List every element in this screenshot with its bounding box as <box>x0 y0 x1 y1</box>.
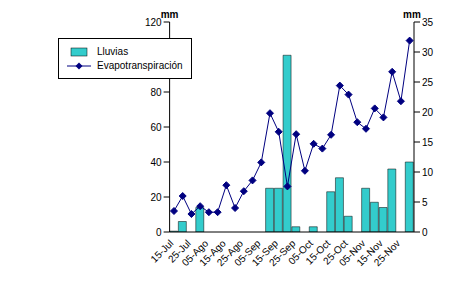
svg-text:120: 120 <box>145 17 162 28</box>
svg-text:25-Oct: 25-Oct <box>321 237 350 267</box>
html-text:Evapotranspiración: Evapotranspiración <box>97 60 183 71</box>
svg-text:20: 20 <box>150 192 162 203</box>
svg-text:5: 5 <box>422 197 428 208</box>
svg-text:mm: mm <box>161 9 179 20</box>
svg-text:25-Nov: 25-Nov <box>372 238 403 269</box>
svg-text:05-Ago: 05-Ago <box>179 237 211 269</box>
svg-text:15-Nov: 15-Nov <box>354 237 385 269</box>
svg-text:25: 25 <box>422 77 434 88</box>
svg-text:15-Jul: 15-Jul <box>148 237 176 265</box>
svg-text:100: 100 <box>145 52 162 63</box>
svg-text:15-Oct: 15-Oct <box>303 237 333 267</box>
svg-text:35: 35 <box>422 17 434 28</box>
svg-text:80: 80 <box>150 87 162 98</box>
svg-text:05-Nov: 05-Nov <box>336 237 368 269</box>
svg-text:25-Jul: 25-Jul <box>165 237 193 265</box>
svg-text:mm: mm <box>403 9 421 20</box>
svg-text:0: 0 <box>422 227 428 238</box>
svg-text:20: 20 <box>422 107 434 118</box>
svg-text:15-Ago: 15-Ago <box>197 237 228 269</box>
svg-text:05-Sep: 05-Sep <box>232 237 263 269</box>
svg-text:05-Oct: 05-Oct <box>286 237 315 267</box>
html-text:Lluvias: Lluvias <box>97 46 129 57</box>
svg-text:60: 60 <box>150 122 162 133</box>
svg-text:30: 30 <box>422 47 434 58</box>
svg-text:0: 0 <box>156 227 162 238</box>
svg-text:25-Sep: 25-Sep <box>267 237 298 269</box>
svg-text:25-Ago: 25-Ago <box>214 237 246 269</box>
svg-text:15: 15 <box>422 137 434 148</box>
svg-text:10: 10 <box>422 167 434 178</box>
svg-text:15-Sep: 15-Sep <box>249 237 281 269</box>
svg-text:40: 40 <box>150 157 162 168</box>
